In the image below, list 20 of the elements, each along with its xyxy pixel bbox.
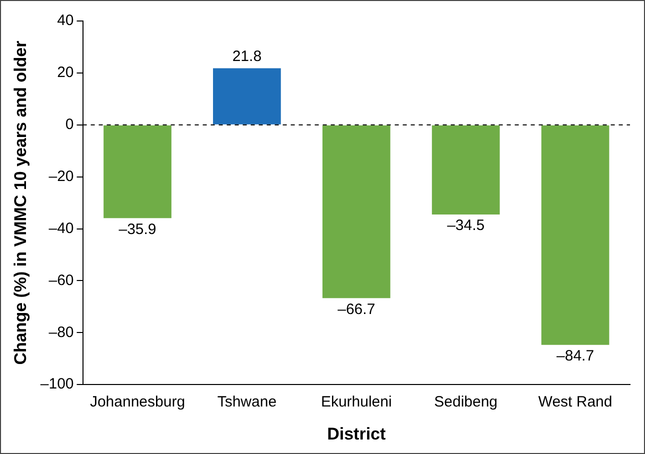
data-label: –84.7 [556,348,594,365]
x-tick-label: Ekurhuleni [320,394,392,411]
x-axis-title: District [327,424,386,444]
x-tick-label: Johannesburg [90,394,186,411]
data-label: –34.5 [447,217,485,234]
x-tick-label: West Rand [538,394,612,411]
y-tick-label: 0 [65,116,74,134]
data-label: 21.8 [232,48,262,65]
x-tick-label: Tshwane [217,394,277,411]
y-tick-label: –60 [48,272,74,289]
y-tick-label: 20 [57,64,74,82]
y-axis-title: Change (%) in VMMC 10 years and older [10,40,30,365]
x-tick-label: Sedibeng [434,394,498,411]
data-label: –66.7 [338,300,376,318]
y-tick-label: –80 [48,324,74,341]
y-tick-label: 40 [57,12,74,30]
y-tick-label: –20 [48,168,74,185]
y-tick-label: –100 [40,376,74,393]
data-label: –35.9 [118,220,156,238]
y-tick-label: –40 [48,220,74,237]
